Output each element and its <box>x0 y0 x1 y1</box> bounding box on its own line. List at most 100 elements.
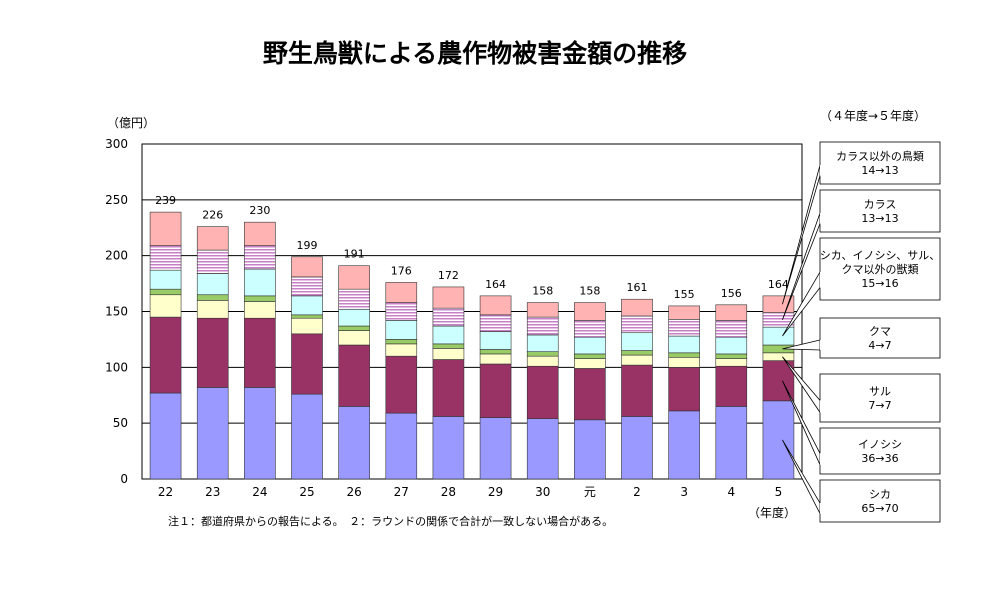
x-tick-label: 24 <box>252 485 267 499</box>
legend-change: 36→36 <box>861 452 898 465</box>
x-tick-label: 30 <box>535 485 550 499</box>
legend-label: シカ <box>869 488 891 501</box>
bar-segment-2 <box>149 316 182 394</box>
bar-segment-5 <box>432 325 465 345</box>
bar-segment-4 <box>149 288 182 296</box>
bar-segment-1 <box>338 406 370 480</box>
legend-label: サル <box>869 385 891 398</box>
x-tick-label: 28 <box>441 485 456 499</box>
bar-segment-5 <box>762 326 795 346</box>
bar-segment-1 <box>762 400 795 480</box>
bar-segment-7 <box>196 226 229 251</box>
bar-segment-3 <box>244 301 276 319</box>
bar-segment-2 <box>526 365 559 420</box>
x-tick-label: 元 <box>584 485 596 499</box>
x-axis-ticks: 22 23 24 25 26 27 28 29 30 元 2 3 4 5 <box>158 485 782 499</box>
x-tick-label: 29 <box>488 485 503 499</box>
bar-segment-7 <box>385 282 418 303</box>
total-label: 230 <box>249 204 270 217</box>
bar-segment-4 <box>621 350 653 356</box>
total-label: 158 <box>579 285 600 298</box>
total-label: 191 <box>344 248 365 261</box>
legend-box <box>819 317 941 359</box>
bar-segment-6 <box>479 314 512 332</box>
bar-segment-3 <box>479 353 512 365</box>
bar-segment-1 <box>715 406 748 480</box>
bar-segment-6 <box>338 288 370 310</box>
x-tick-label: 25 <box>299 485 314 499</box>
bar-segment-2 <box>244 317 276 388</box>
bar-segment-5 <box>291 295 323 316</box>
bar-segment-3 <box>196 300 229 319</box>
legend-box <box>819 373 941 423</box>
bar-segment-5 <box>479 331 512 350</box>
bar-segment-3 <box>762 352 795 361</box>
bar-segment-5 <box>338 308 370 327</box>
bar-segment-5 <box>715 336 748 355</box>
legend-change: 15→16 <box>861 277 898 290</box>
legend-change: 14→13 <box>861 164 898 177</box>
total-label: 158 <box>532 285 553 298</box>
bar-segment-4 <box>196 294 229 301</box>
bar-segment-7 <box>621 298 653 317</box>
total-label: 161 <box>627 281 648 294</box>
bar-segment-7 <box>668 305 700 320</box>
bar-segment-1 <box>432 416 465 480</box>
legend-label: シカ、イノシシ、サル、クマ以外の獣類 <box>820 249 941 276</box>
bar-segment-3 <box>621 354 653 366</box>
bar-segment-2 <box>338 344 370 407</box>
bar-segment-6 <box>385 302 418 321</box>
total-label: 164 <box>485 278 506 291</box>
bar-segment-4 <box>432 343 465 349</box>
bar-segment-3 <box>149 294 182 318</box>
bar-segment-5 <box>149 269 182 290</box>
bar-segment-4 <box>526 351 559 357</box>
legend-label: カラス <box>864 198 897 211</box>
y-tick-label: 200 <box>105 249 128 263</box>
total-label: 226 <box>202 209 223 222</box>
bar-segment-7 <box>432 286 465 309</box>
y-tick-label: 150 <box>105 305 128 319</box>
bar-segment-2 <box>621 364 653 417</box>
bar-segment-2 <box>574 368 606 421</box>
total-label: 156 <box>721 287 742 300</box>
bar-segment-5 <box>526 334 559 353</box>
total-label: 164 <box>768 278 789 291</box>
bar-segment-2 <box>432 359 465 417</box>
bar-segment-7 <box>762 295 795 313</box>
bar-segment-3 <box>291 317 323 335</box>
legend-label: イノシシ <box>858 438 902 451</box>
legend-box <box>819 427 941 475</box>
bar-segment-6 <box>715 320 748 338</box>
bar-segment-4 <box>291 314 323 319</box>
legend-box <box>819 479 941 523</box>
bar-segment-7 <box>338 265 370 290</box>
legend-box <box>819 189 941 233</box>
y-tick-label: 100 <box>105 360 128 374</box>
bar-segment-2 <box>196 317 229 388</box>
bar-segment-7 <box>526 302 559 318</box>
bar-segment-2 <box>385 355 418 414</box>
x-tick-label: 22 <box>158 485 173 499</box>
total-label: 199 <box>297 239 318 252</box>
bar-segment-7 <box>244 221 276 246</box>
bar-segment-4 <box>715 353 748 359</box>
bar-segment-3 <box>668 356 700 368</box>
bar-segment-2 <box>668 367 700 412</box>
legend-change: 7→7 <box>868 399 891 412</box>
bar-segment-6 <box>244 245 276 270</box>
bar-segment-7 <box>149 211 182 246</box>
bars <box>149 211 795 480</box>
bar-segment-1 <box>291 393 323 480</box>
bar-segment-6 <box>526 316 559 336</box>
bar-segment-2 <box>715 365 748 407</box>
x-tick-label: 27 <box>394 485 409 499</box>
bar-segment-7 <box>291 256 323 278</box>
bar-segment-6 <box>621 315 653 334</box>
bar-segment-6 <box>432 307 465 327</box>
legend-box <box>819 141 941 185</box>
bar-segment-5 <box>621 332 653 351</box>
legend-change: 4→7 <box>868 339 891 352</box>
bar-segment-4 <box>385 339 418 345</box>
bar-segment-6 <box>668 319 700 337</box>
